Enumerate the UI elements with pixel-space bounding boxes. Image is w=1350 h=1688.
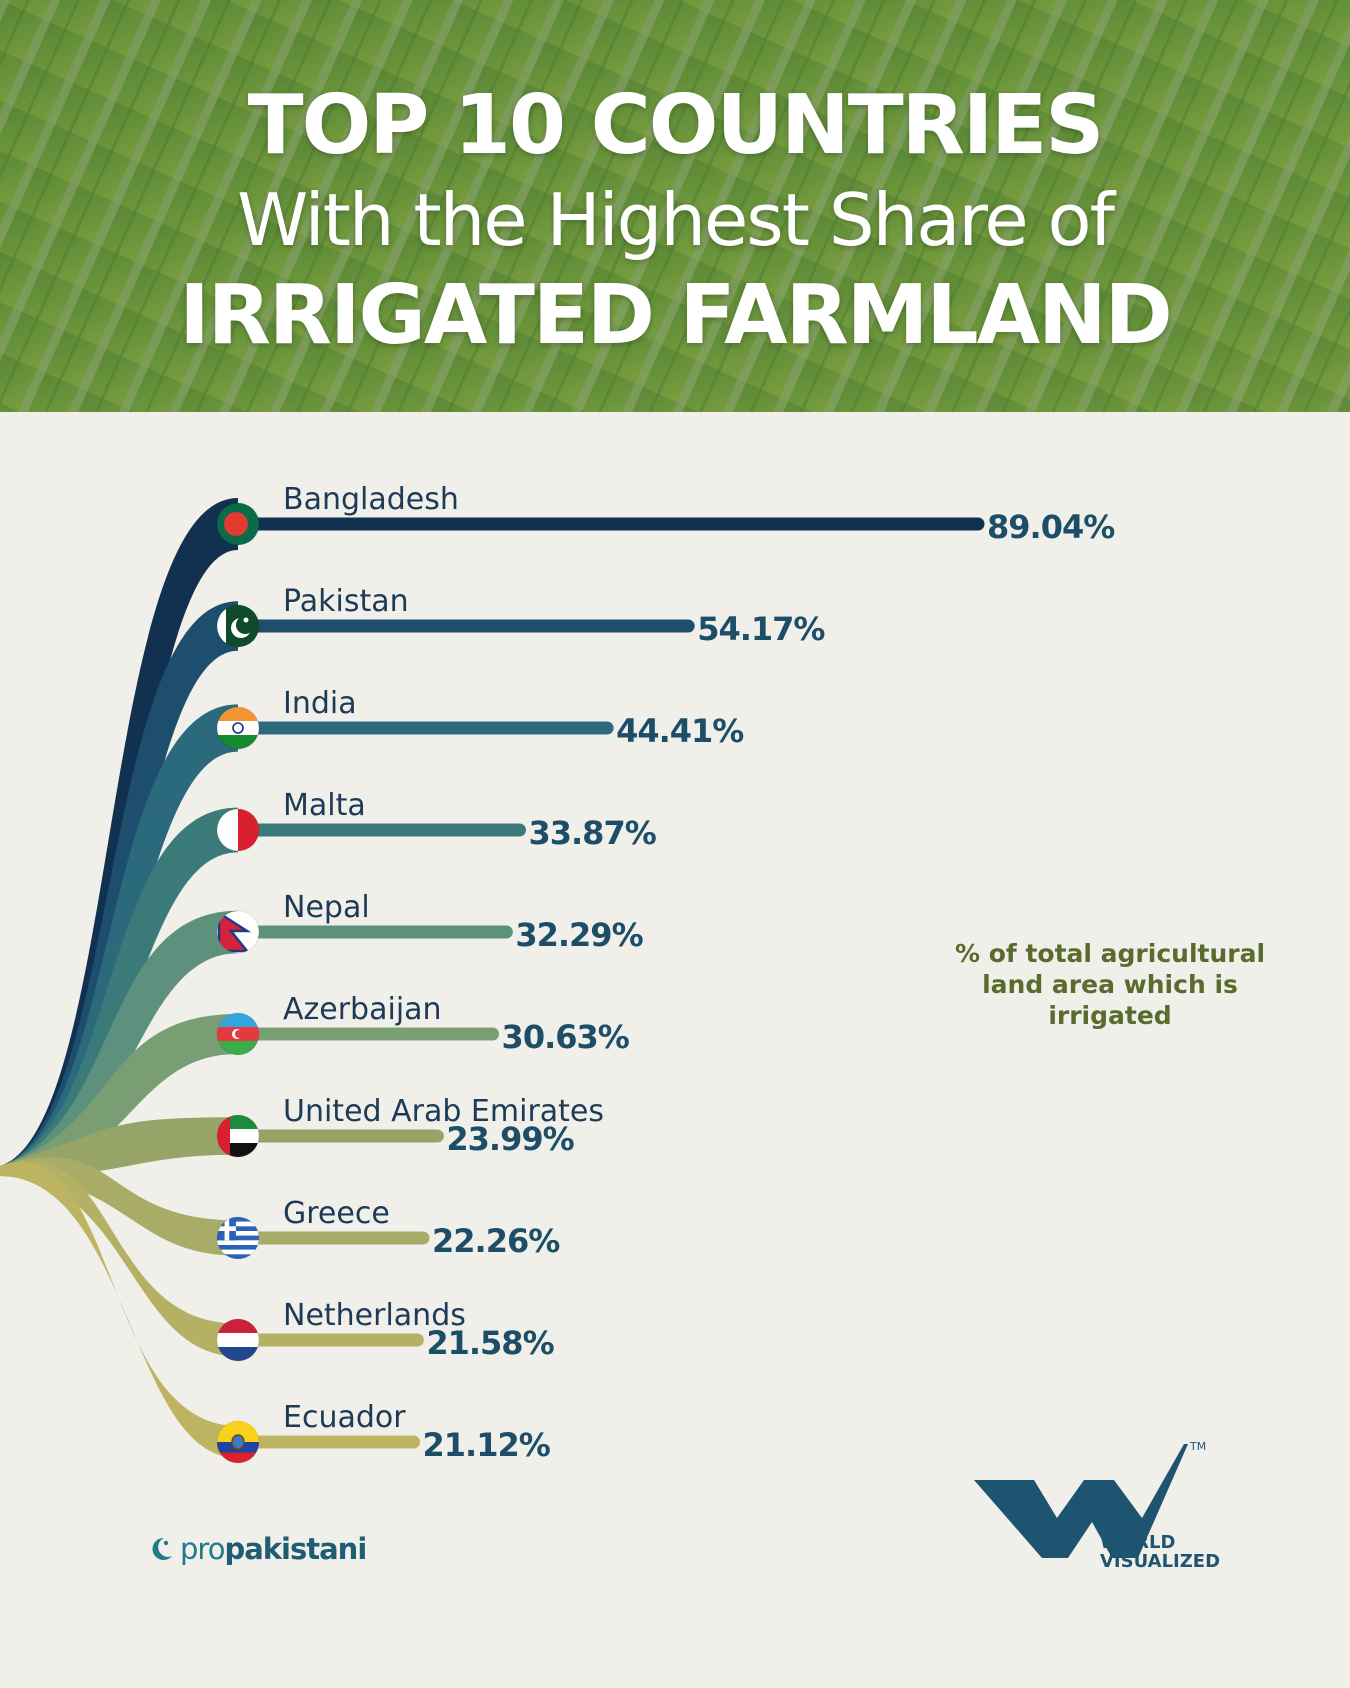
flag-group — [216, 502, 260, 1464]
title-line-1: TOP 10 COUNTRIES — [247, 78, 1105, 173]
value-label-azerbaijan: 30.63% — [502, 1018, 630, 1056]
category-label-nepal: Nepal — [283, 890, 370, 925]
uae-flag-icon — [216, 1114, 260, 1158]
category-label-bangladesh: Bangladesh — [283, 482, 459, 517]
legend-note: % of total agricultural land area which … — [954, 939, 1266, 1030]
ribbon-netherlands — [0, 1161, 238, 1357]
value-label-nepal: 32.29% — [515, 916, 643, 954]
category-label-ecuador: Ecuador — [283, 1400, 406, 1435]
value-label-netherlands: 21.58% — [426, 1324, 554, 1362]
netherlands-flag-icon — [216, 1318, 260, 1362]
wordmark-visualized: VISUALIZED — [1100, 1551, 1221, 1572]
greece-flag-icon — [216, 1216, 260, 1260]
bar-group — [233, 517, 985, 1449]
category-label-united-arab-emirates: United Arab Emirates — [283, 1094, 604, 1129]
value-label-pakistan: 54.17% — [697, 610, 825, 648]
india-flag-icon — [216, 706, 260, 750]
header-banner: TOP 10 COUNTRIES With the Highest Share … — [0, 0, 1350, 412]
category-label-greece: Greece — [283, 1196, 390, 1231]
ribbon-india — [0, 704, 238, 1177]
bangladesh-flag-icon — [216, 502, 260, 546]
value-label-malta: 33.87% — [528, 814, 656, 852]
ribbon-ecuador — [0, 1162, 238, 1458]
trademark-mark: TM — [1190, 1440, 1207, 1453]
world-visualized-w-icon — [974, 1444, 1188, 1558]
ribbon-nepal — [0, 910, 238, 1177]
pakistan-flag-icon — [216, 604, 260, 648]
nepal-flag-icon — [216, 910, 260, 954]
value-label-bangladesh: 89.04% — [987, 508, 1115, 546]
crescent-icon — [152, 1537, 172, 1560]
ribbon-pakistan — [0, 601, 238, 1177]
wordmark-pro: pro — [180, 1532, 225, 1566]
category-label-netherlands: Netherlands — [283, 1298, 466, 1333]
value-label-united-arab-emirates: 23.99% — [446, 1120, 574, 1158]
propakistani-logo: propakistani — [146, 1532, 367, 1566]
value-label-ecuador: 21.12% — [423, 1426, 551, 1464]
wordmark-pakistani: pakistani — [224, 1532, 367, 1566]
ribbon-malta — [0, 807, 238, 1177]
title-line-3: IRRIGATED FARMLAND — [179, 268, 1172, 363]
wordmark-world: WORLD — [1100, 1532, 1176, 1553]
category-label-malta: Malta — [283, 788, 366, 823]
label-group: Bangladesh 89.04% Pakistan 54.17% India 44.41… — [283, 482, 1116, 1464]
category-label-azerbaijan: Azerbaijan — [283, 992, 442, 1027]
value-label-india: 44.41% — [616, 712, 744, 750]
title-line-2: With the Highest Share of — [237, 178, 1115, 262]
azerbaijan-flag-icon — [216, 1012, 260, 1056]
malta-flag-icon — [216, 808, 260, 852]
ribbon-azerbaijan — [0, 1014, 238, 1177]
field-background — [0, 0, 1350, 412]
ribbon-group — [0, 498, 238, 1458]
value-label-greece: 22.26% — [432, 1222, 560, 1260]
category-label-pakistan: Pakistan — [283, 584, 409, 619]
propakistani-wordmark: propakistani — [180, 1532, 367, 1566]
world-visualized-wordmark: WORLD VISUALIZED — [1100, 1533, 1220, 1571]
category-label-india: India — [283, 686, 357, 721]
ecuador-flag-icon — [216, 1420, 260, 1464]
